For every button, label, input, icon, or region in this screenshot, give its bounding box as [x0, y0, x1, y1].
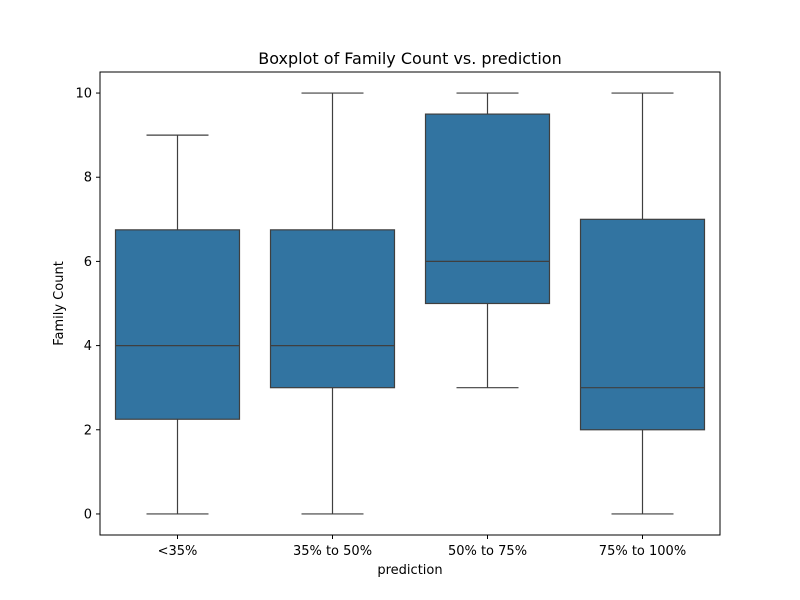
box-1: [114, 229, 241, 420]
y-tick-label: 4: [84, 339, 92, 354]
x-tick-label: <35%: [158, 544, 198, 559]
box-2: [269, 229, 396, 389]
x-tick-label: 35% to 50%: [293, 544, 372, 559]
y-tick-label: 8: [84, 171, 92, 186]
y-axis-label: Family Count: [52, 261, 67, 346]
x-axis-label: prediction: [377, 563, 442, 578]
x-tick-label: 75% to 100%: [599, 544, 686, 559]
plot-frame: [99, 71, 721, 536]
y-tick-label: 0: [84, 507, 92, 522]
y-tick-label: 6: [84, 255, 92, 270]
plot-area: 0 2 4 6 8 10 <35% 35% to 50% 50% to 75% 75% to 10…: [75, 87, 706, 559]
x-tick-label: 50% to 75%: [448, 544, 527, 559]
box-4: [579, 218, 706, 431]
y-tick-label: 10: [75, 87, 92, 102]
box-3: [424, 113, 551, 305]
y-tick-label: 2: [84, 423, 92, 438]
chart-title: Boxplot of Family Count vs. prediction: [258, 49, 561, 68]
